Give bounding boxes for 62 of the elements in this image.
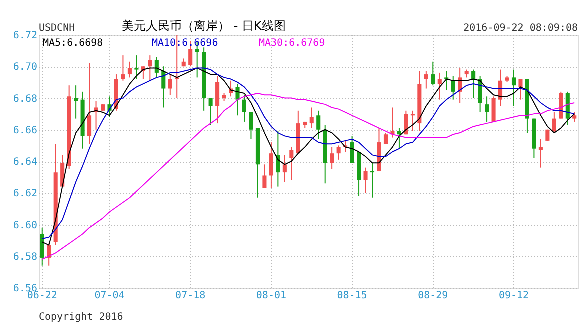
candlestick [40,227,44,266]
x-tick-label: 08-01 [256,290,286,302]
x-tick-label: 08-15 [337,290,368,302]
candlestick [552,112,556,134]
candlestick [282,154,287,183]
candlestick [451,76,456,100]
y-tick-label: 6.64 [13,157,38,168]
candlestick [485,96,490,122]
candlestick [94,100,98,130]
candlestick [424,70,428,90]
candlestick [518,78,523,100]
x-tick-label: 08-29 [418,290,448,302]
candlestick [249,112,254,140]
candlestick [350,136,354,164]
candlestick [438,72,442,100]
candlestick [538,138,543,168]
candlestick [216,76,220,124]
x-tick-label: 07-04 [94,290,125,302]
candlestick [572,112,577,122]
text: MA30:6.6769 [259,38,326,49]
candlestick [397,128,402,150]
candlestick [128,61,132,78]
candlestick [336,145,341,160]
candlestick [316,110,321,140]
candlestick [472,69,476,99]
candlestick [88,62,92,145]
candlestick [269,142,274,189]
text: Copyright 2016 [39,312,124,323]
candlestick [242,94,247,122]
text: USDCNH [39,23,76,34]
candlestick [154,56,159,78]
y-tick-label: 6.58 [13,252,38,263]
chart-title: 美元人民币（离岸） - 日K线图 [122,19,286,33]
y-tick-label: 6.66 [13,125,38,136]
candlestick [370,162,375,198]
candlestick [162,66,166,108]
x-tick-label: 07-18 [176,290,206,302]
candlestick [310,107,314,129]
text: MA5:6.6698 [43,38,104,49]
y-tick-label: 6.68 [13,94,38,105]
candlestick [444,70,449,91]
candlestick [208,98,213,126]
candlestick [134,55,139,80]
candlestick [431,61,436,86]
y-tick-label: 6.72 [13,30,38,42]
y-tick-label: 6.62 [13,188,38,200]
candlestick [262,164,267,189]
candlestick [168,74,172,96]
candlestick [74,85,78,120]
candlestick [121,55,126,82]
y-tick-label: 6.60 [13,220,38,232]
y-tick-label: 6.70 [13,62,38,74]
candlestick [364,167,368,194]
candlestick [330,146,334,170]
candlestick [236,84,240,116]
candlestick [410,110,415,132]
candlestick [492,96,496,122]
candlestick [148,55,152,82]
x-tick-label: 09-12 [498,290,530,302]
candlestick [290,146,294,181]
candlestick [512,69,516,107]
text: 2016-09-22 08:09:08 [464,23,578,34]
